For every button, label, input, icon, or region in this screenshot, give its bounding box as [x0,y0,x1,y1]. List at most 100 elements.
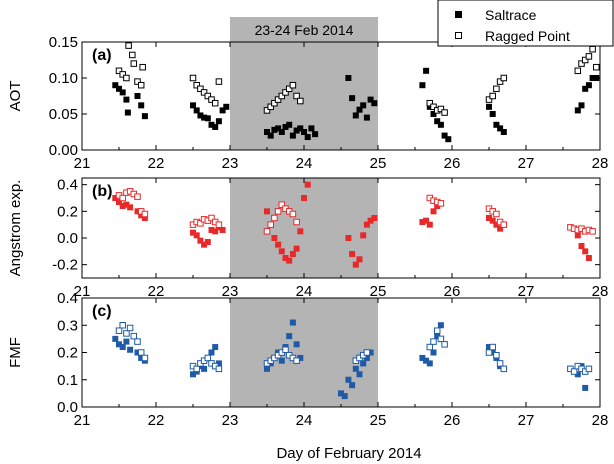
data-point [130,332,138,340]
panels-group: 21 22 23 24 25 26 27 28 0.00 0.05 0.10 0.15 AOT (a) 23… [7,17,608,429]
data-point [219,107,226,114]
data-point [589,228,596,235]
data-point [441,132,448,139]
data-point [485,349,493,356]
data-point [585,53,593,60]
data-point [430,208,437,215]
data-point [582,384,589,391]
data-point [123,74,130,82]
data-point [574,232,581,239]
data-point [119,203,126,209]
data-point [271,99,278,107]
legend-box [437,0,614,47]
data-point [189,74,197,82]
y-tick-label: 0.2 [57,203,78,220]
panel-2: 21 22 23 24 25 26 27 28 -0.2 0.0 0.2 0.4 Angstrom ex… [7,177,608,300]
data-point [129,51,136,59]
data-point [434,118,441,125]
x-tick-label: 26 [444,412,461,429]
data-point [126,324,134,332]
data-point [190,102,196,109]
data-point [500,365,508,373]
data-point [293,127,300,134]
data-point [433,327,441,334]
data-point [134,78,141,85]
data-point [585,365,593,373]
data-point [496,78,504,85]
data-point [204,239,211,245]
data-point [124,109,131,116]
data-point [134,208,141,215]
data-point [437,335,445,343]
x-tick-label: 28 [592,412,609,429]
y-axis-title: FMF [7,337,24,368]
data-point [215,118,222,125]
data-point [193,365,200,373]
data-point [208,349,215,356]
data-point [267,132,274,139]
y-tick-label: 0.2 [57,345,78,362]
data-point [137,349,145,356]
data-point [437,322,444,329]
x-tick-label: 23 [222,155,239,172]
data-point [116,199,122,205]
data-point [489,92,496,100]
y-tick-label: 0.4 [57,290,78,307]
data-point [486,215,492,221]
data-point [293,218,300,226]
data-point [441,109,448,116]
data-point [486,103,492,110]
data-point [574,107,581,114]
data-point [112,335,119,342]
data-point [485,96,493,103]
data-point [200,89,208,96]
data-point [190,229,196,236]
data-point [578,60,585,67]
y-tick-label: 0.3 [57,317,78,334]
series-ragged-point [115,322,593,375]
data-point [489,349,496,356]
data-point [215,221,223,228]
data-point [263,107,271,114]
data-point [219,227,226,233]
data-point [201,365,208,372]
data-point [349,382,356,389]
data-point [138,212,145,219]
data-point [360,102,367,109]
data-point [497,225,504,232]
x-tick-label: 26 [444,283,461,300]
data-point [278,201,286,208]
y-tick-label: 0.15 [49,34,78,51]
data-point [497,125,504,132]
data-point [363,349,371,356]
data-point [367,349,374,356]
data-point [286,333,293,340]
data-point [271,214,278,222]
legend-marker-ragged-point [455,32,462,39]
data-point [208,227,215,233]
x-tick-label: 28 [592,155,609,172]
data-point [345,235,352,241]
data-point [356,106,363,113]
data-point [112,82,119,89]
data-point [430,111,437,117]
data-point [493,210,500,218]
data-point [367,217,374,224]
data-point [493,221,500,228]
y-tick-label: -0.2 [52,257,78,274]
data-point [574,67,582,75]
data-point [430,338,437,345]
data-point [430,103,437,111]
y-axis-title: AOT [7,81,24,112]
data-point [267,103,274,111]
legend-label-saltrace: Saltrace [485,7,537,23]
y-axis-title: Angstrom exp. [7,180,24,277]
data-point [363,221,370,228]
data-point [212,123,219,130]
data-point [212,344,219,351]
data-point [367,96,374,103]
data-point [349,95,356,102]
y-tick-label: 0.10 [49,70,78,87]
data-point [138,354,145,361]
